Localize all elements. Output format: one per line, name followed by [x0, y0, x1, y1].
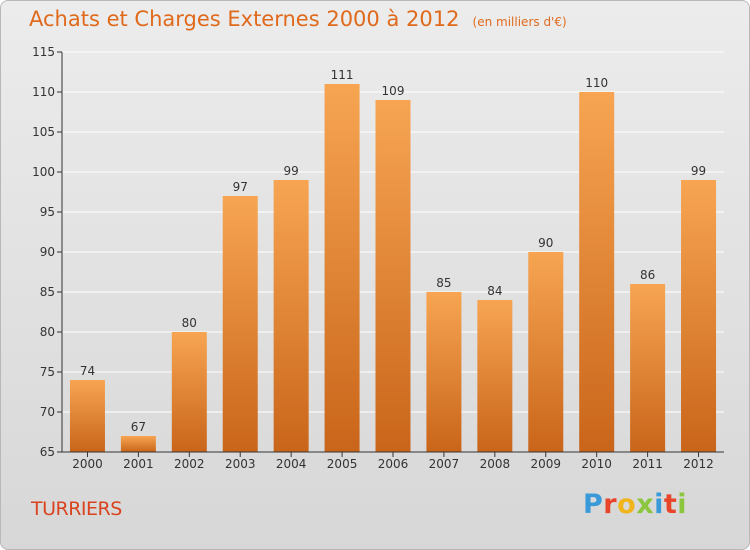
chart-title: Achats et Charges Externes 2000 à 2012: [29, 7, 460, 31]
y-tick-label: 105: [32, 125, 55, 139]
y-tick-label: 70: [40, 405, 55, 419]
x-tick-label: 2008: [480, 457, 511, 471]
logo-letter: x: [636, 489, 655, 520]
y-tick-label: 75: [40, 365, 55, 379]
chart-unit: (en milliers d'€): [472, 15, 567, 29]
data-label: 99: [284, 164, 299, 178]
data-label: 84: [487, 284, 502, 298]
x-tick-label: 2000: [72, 457, 103, 471]
logo-letter: P: [583, 489, 604, 520]
bar-2004: [273, 180, 309, 452]
bar-2012: [681, 180, 717, 452]
bar-2009: [528, 252, 564, 452]
x-tick-label: 2006: [378, 457, 409, 471]
bar-2007: [426, 292, 462, 452]
data-label: 111: [331, 68, 354, 82]
y-tick-label: 90: [40, 245, 55, 259]
bar-2011: [630, 284, 666, 452]
bar-2006: [375, 100, 411, 452]
x-tick-label: 2001: [123, 457, 154, 471]
bar-2003: [222, 196, 258, 452]
bar-2001: [120, 436, 156, 452]
data-label: 74: [80, 364, 95, 378]
commune-name: TURRIERS: [31, 498, 122, 520]
logo-letter: t: [663, 489, 678, 520]
logo-letter: i: [677, 489, 688, 520]
y-tick-label: 95: [40, 205, 55, 219]
x-tick-label: 2005: [327, 457, 358, 471]
x-tick-label: 2002: [174, 457, 205, 471]
y-tick-label: 85: [40, 285, 55, 299]
logo-letter: i: [654, 489, 664, 520]
data-label: 80: [182, 316, 197, 330]
y-tick-label: 115: [32, 45, 55, 59]
x-tick-label: 2003: [225, 457, 256, 471]
bar-2002: [171, 332, 207, 452]
data-label: 90: [538, 236, 553, 250]
y-tick-label: 65: [40, 445, 55, 459]
y-tick-label: 100: [32, 165, 55, 179]
chart-title-row: Achats et Charges Externes 2000 à 2012 (…: [29, 7, 567, 31]
logo-letter: o: [617, 489, 637, 520]
bar-2000: [69, 380, 105, 452]
x-tick-label: 2009: [530, 457, 561, 471]
data-label: 86: [640, 268, 655, 282]
data-label: 99: [691, 164, 706, 178]
bar-2010: [579, 92, 615, 452]
y-tick-label: 110: [32, 85, 55, 99]
data-label: 110: [585, 76, 608, 90]
proxiti-logo: Proxiti: [583, 489, 687, 520]
bar-2008: [477, 300, 513, 452]
y-tick-label: 80: [40, 325, 55, 339]
data-label: 67: [131, 420, 146, 434]
x-tick-label: 2007: [429, 457, 460, 471]
logo-letter: r: [603, 489, 618, 520]
x-tick-label: 2010: [581, 457, 612, 471]
x-tick-label: 2012: [683, 457, 714, 471]
data-label: 109: [382, 84, 405, 98]
data-label: 97: [233, 180, 248, 194]
data-label: 85: [436, 276, 451, 290]
bar-2005: [324, 84, 360, 452]
x-tick-label: 2011: [632, 457, 663, 471]
x-tick-label: 2004: [276, 457, 307, 471]
